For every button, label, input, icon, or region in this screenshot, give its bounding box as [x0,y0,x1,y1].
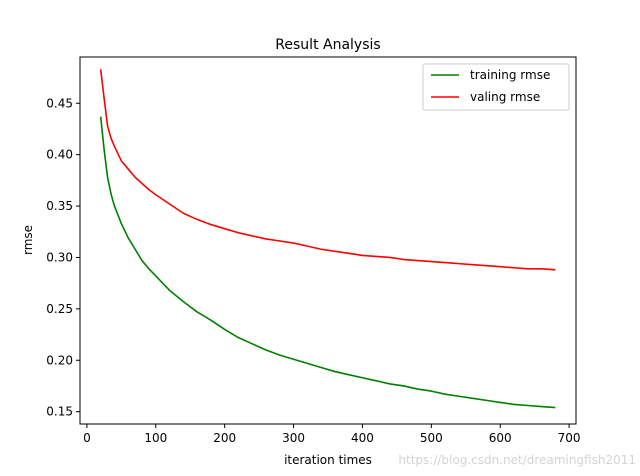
y-tick-label: 0.30 [46,250,73,264]
series-line-valing-rmse [99,69,556,271]
plot-area [99,69,556,409]
y-tick-label: 0.15 [46,405,73,419]
y-tick-label: 0.45 [46,96,73,110]
y-tick-label: 0.25 [46,302,73,316]
x-tick-label: 200 [213,431,236,445]
legend: training rmse valing rmse [422,63,570,111]
x-tick-label: 700 [558,431,581,445]
watermark: https://blog.csdn.net/dreamingfish2011 [398,453,636,467]
x-tick-label: 300 [282,431,305,445]
legend-label-training: training rmse [470,68,550,82]
y-tick-label: 0.35 [46,199,73,213]
series-line-training-rmse [99,116,556,409]
x-tick-label: 400 [351,431,374,445]
axes-frame [79,56,577,425]
legend-box [422,63,570,111]
x-tick-label: 0 [83,431,91,445]
y-tick-label: 0.40 [46,148,73,162]
x-axis: 0 100 200 300 400 500 600 700 [83,424,581,445]
x-tick-label: 100 [144,431,167,445]
legend-label-valing: valing rmse [470,90,540,104]
chart-title: Result Analysis [275,37,380,53]
x-axis-label: iteration times [284,453,372,467]
y-axis-label: rmse [21,225,35,255]
x-tick-label: 500 [420,431,443,445]
y-tick-label: 0.20 [46,353,73,367]
x-tick-label: 600 [489,431,512,445]
y-axis: 0.15 0.20 0.25 0.30 0.35 0.40 0.45 [46,96,80,419]
